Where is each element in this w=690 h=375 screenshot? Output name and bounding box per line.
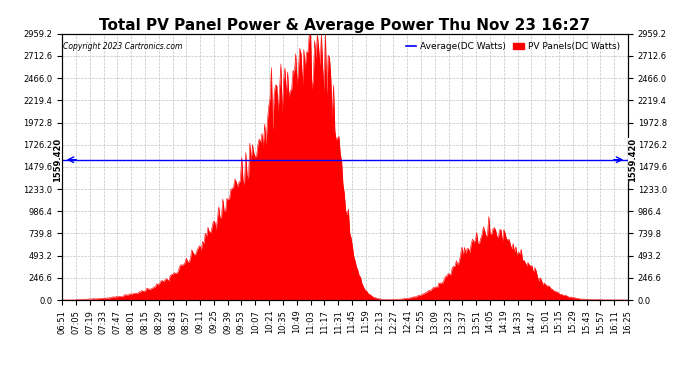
Text: 1559.420: 1559.420 — [629, 138, 638, 182]
Title: Total PV Panel Power & Average Power Thu Nov 23 16:27: Total PV Panel Power & Average Power Thu… — [99, 18, 591, 33]
Legend: Average(DC Watts), PV Panels(DC Watts): Average(DC Watts), PV Panels(DC Watts) — [402, 38, 623, 54]
Text: 1559.420: 1559.420 — [52, 138, 61, 182]
Text: Copyright 2023 Cartronics.com: Copyright 2023 Cartronics.com — [63, 42, 183, 51]
